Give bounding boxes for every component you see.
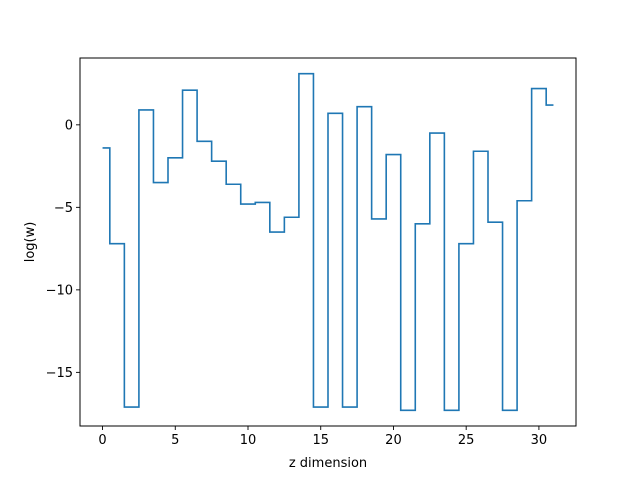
x-tick-label: 5 — [171, 433, 179, 448]
x-axis-ticks: 0 5 10 15 20 25 30 — [98, 426, 547, 448]
plot-frame — [79, 57, 577, 427]
x-tick-label: 30 — [531, 433, 548, 448]
y-tick-label: −15 — [46, 366, 73, 381]
x-tick-label: 10 — [240, 433, 257, 448]
x-tick-label: 20 — [385, 433, 402, 448]
data-marks — [102, 72, 554, 412]
y-axis-label: log(w) — [23, 222, 38, 263]
y-tick-label: −5 — [54, 201, 73, 216]
x-axis-label: z dimension — [289, 456, 367, 471]
y-tick-label: 0 — [65, 118, 73, 133]
x-tick-label: 25 — [458, 433, 475, 448]
y-tick-label: −10 — [46, 283, 73, 298]
series-line — [102, 72, 554, 412]
x-tick-label: 0 — [98, 433, 106, 448]
x-tick-label: 15 — [312, 433, 329, 448]
y-axis-ticks: 0 −5 −10 −15 — [46, 118, 80, 381]
